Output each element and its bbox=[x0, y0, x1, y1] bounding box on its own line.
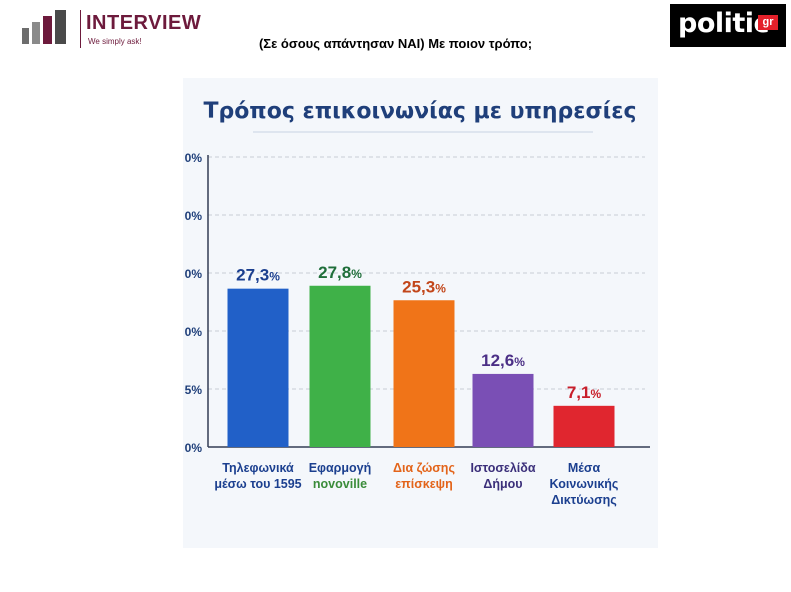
data-label: 25,3% bbox=[402, 277, 446, 296]
chart-title: Τρόπος επικοινωνίας με υπηρεσίες bbox=[203, 99, 636, 124]
politic-logo-suffix: gr bbox=[758, 15, 778, 30]
x-category-label: μέσω του 1595 bbox=[214, 477, 301, 491]
interview-logo-icon bbox=[22, 10, 66, 44]
data-label: 27,3% bbox=[236, 266, 280, 285]
y-tick-label: 0% bbox=[185, 441, 203, 455]
chart-panel: Τρόπος επικοινωνίας με υπηρεσίες 0% 5% 0% 0%… bbox=[183, 78, 658, 548]
interview-logo: INTERVIEW We simply ask! bbox=[18, 8, 203, 52]
bar bbox=[553, 405, 615, 447]
bar bbox=[472, 373, 534, 447]
x-category-label: Δια ζώσης bbox=[393, 461, 455, 475]
politic-logo: politic gr bbox=[670, 4, 786, 47]
brand-tagline: We simply ask! bbox=[88, 37, 142, 46]
y-tick-label: 0% bbox=[185, 325, 203, 339]
politic-logo-text: politic bbox=[678, 8, 770, 39]
data-label: 27,8% bbox=[318, 263, 362, 282]
survey-question: (Σε όσους απάντησαν ΝΑΙ) Με ποιον τρόπο; bbox=[258, 36, 533, 51]
bar bbox=[309, 285, 371, 447]
bar bbox=[393, 300, 455, 447]
x-category-label: επίσκεψη bbox=[395, 477, 452, 491]
logo-divider bbox=[80, 10, 81, 48]
data-label: 7,1% bbox=[567, 383, 602, 402]
y-tick-label: 0% bbox=[185, 209, 203, 223]
y-tick-label: 0% bbox=[185, 151, 203, 165]
x-category-label: novoville bbox=[313, 477, 367, 491]
x-category-label: Εφαρμογή bbox=[309, 461, 372, 475]
x-category-label: Τηλεφωνικά bbox=[222, 461, 294, 475]
brand-name: INTERVIEW bbox=[86, 12, 202, 34]
data-label: 12,6% bbox=[481, 351, 525, 370]
bar-chart: Τρόπος επικοινωνίας με υπηρεσίες 0% 5% 0% 0%… bbox=[185, 99, 650, 507]
x-category-label: Κοινωνικής bbox=[550, 477, 619, 491]
bar bbox=[227, 288, 289, 447]
x-category-label: Μέσα bbox=[568, 461, 601, 475]
x-category-label: Δικτύωσης bbox=[551, 493, 617, 507]
x-category-label: Ιστοσελίδα bbox=[470, 461, 535, 475]
x-category-label: Δήμου bbox=[483, 477, 522, 491]
y-tick-label: 5% bbox=[185, 383, 203, 397]
y-tick-label: 0% bbox=[185, 267, 203, 281]
